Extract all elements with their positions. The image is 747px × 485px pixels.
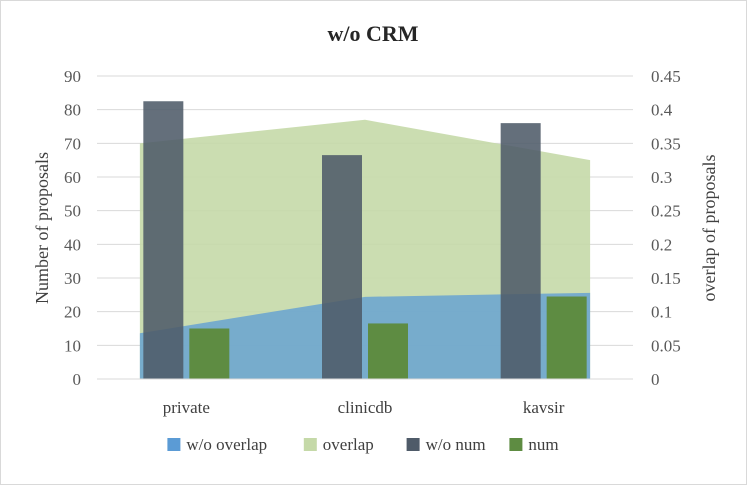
y-tick-label: 0 bbox=[73, 370, 82, 389]
bar-num bbox=[546, 296, 587, 379]
y-axis-title: Number of proposals bbox=[32, 152, 52, 304]
y2-tick-label: 0 bbox=[651, 370, 660, 389]
y2-tick-label: 0.25 bbox=[651, 202, 681, 221]
y-tick-label: 10 bbox=[64, 336, 81, 355]
y-tick-label: 30 bbox=[64, 269, 81, 288]
y-tick-label: 90 bbox=[64, 67, 81, 86]
legend: w/o overlap overlap w/o num num bbox=[167, 435, 559, 454]
y-tick-label: 50 bbox=[64, 202, 81, 221]
y2-tick-label: 0.35 bbox=[651, 134, 681, 153]
legend-label: w/o overlap bbox=[186, 435, 267, 454]
bar-w-o-num bbox=[500, 123, 541, 379]
y2-tick-label: 0.4 bbox=[651, 101, 673, 120]
y-tick-label: 70 bbox=[64, 134, 81, 153]
legend-swatch bbox=[303, 438, 317, 451]
y-tick-label: 80 bbox=[64, 101, 81, 120]
legend-label: w/o num bbox=[426, 435, 486, 454]
y-tick-label: 40 bbox=[64, 235, 81, 254]
category-labels: private clinicdb kavsir bbox=[163, 398, 565, 417]
legend-swatch bbox=[509, 438, 523, 451]
tick-labels: 0 0 10 0.05 20 0.1 30 0.15 40 0.2 50 0.25 60 0.3 70 0.3… bbox=[64, 67, 681, 389]
y2-axis-title: overlap of proposals bbox=[699, 155, 719, 302]
category-label: private bbox=[163, 398, 210, 417]
category-label: kavsir bbox=[523, 398, 565, 417]
bar-w-o-num bbox=[322, 155, 362, 379]
bar-num bbox=[368, 323, 408, 379]
legend-label: overlap bbox=[323, 435, 374, 454]
legend-label: num bbox=[528, 435, 558, 454]
y2-tick-label: 0.1 bbox=[651, 303, 672, 322]
y2-tick-label: 0.05 bbox=[651, 336, 681, 355]
category-label: clinicdb bbox=[338, 398, 393, 417]
bar-series bbox=[143, 101, 587, 379]
y-tick-label: 60 bbox=[64, 168, 81, 187]
area-series bbox=[139, 119, 591, 380]
y2-tick-label: 0.15 bbox=[651, 269, 681, 288]
y-tick-label: 20 bbox=[64, 303, 81, 322]
y2-tick-label: 0.3 bbox=[651, 168, 672, 187]
legend-swatch bbox=[406, 438, 420, 451]
y2-tick-label: 0.2 bbox=[651, 235, 672, 254]
chart-title: w/o CRM bbox=[327, 21, 418, 46]
y2-tick-label: 0.45 bbox=[651, 67, 681, 86]
legend-swatch bbox=[167, 438, 181, 451]
area-w-o-overlap bbox=[139, 292, 591, 379]
bar-num bbox=[189, 328, 230, 379]
bar-w-o-num bbox=[143, 101, 184, 379]
